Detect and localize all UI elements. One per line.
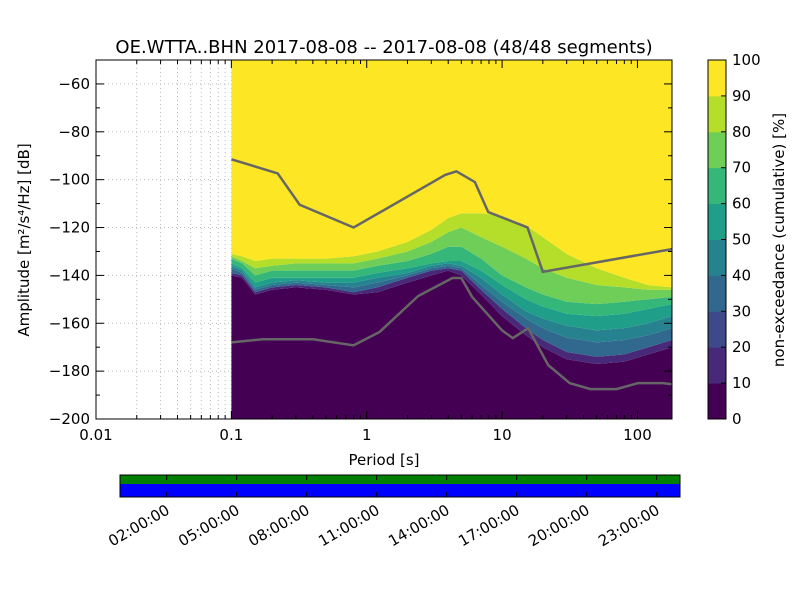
y-tick-label: −80 — [58, 123, 90, 141]
colorbar-tick-label: 30 — [732, 302, 751, 320]
colorbar-segment — [708, 311, 726, 348]
colorbar-tick-label: 90 — [732, 87, 751, 105]
y-tick-label: −100 — [49, 171, 90, 189]
colorbar-segment — [708, 347, 726, 384]
x-axis-label: Period [s] — [348, 451, 419, 469]
y-tick-label: −160 — [49, 314, 90, 332]
x-tick-label: 10 — [493, 426, 512, 444]
heatmap-band-p90 — [231, 227, 672, 305]
x-axis-ticks: 0.01 0.1 1 10 100 — [79, 60, 652, 444]
x-tick-label: 100 — [623, 426, 652, 444]
ppsd-heatmap — [231, 60, 672, 419]
colorbar-tick-label: 60 — [732, 195, 751, 213]
y-tick-label: −180 — [49, 362, 90, 380]
y-axis-label: Amplitude [m²/s⁴/Hz] [dB] — [15, 143, 33, 336]
colorbar-tick-label: 100 — [732, 51, 761, 69]
timeline-band-data-coverage — [120, 475, 680, 484]
x-tick-label: 1 — [362, 426, 372, 444]
plot-frame — [95, 59, 673, 420]
nhnm-line — [231, 158, 673, 274]
colorbar-tick-label: 20 — [732, 338, 751, 356]
heatmap-band-p20 — [231, 265, 672, 357]
x-tick-label: 0.01 — [79, 426, 112, 444]
colorbar-tick-label: 70 — [732, 159, 751, 177]
colorbar-segment — [708, 60, 726, 97]
colorbar-segment — [708, 95, 726, 133]
timeline-tick-label: 14:00:00 — [385, 501, 452, 550]
colorbar-tick-label: 40 — [732, 266, 751, 284]
colorbar-segment — [708, 203, 726, 240]
x-tick-label: 0.1 — [219, 426, 243, 444]
noise-model-lines — [231, 158, 673, 391]
heatmap-band-p10 — [231, 268, 672, 364]
timeline-bar: 02:00:00 05:00:00 08:00:00 11:00:00 14:00:00… — [105, 474, 681, 550]
heatmap-band-p80 — [231, 246, 672, 317]
y-tick-label: −200 — [49, 410, 90, 428]
colorbar-tick-label: 0 — [732, 410, 742, 428]
heatmap-band-p100 — [231, 213, 672, 290]
colorbar-segment — [708, 167, 726, 205]
timeline-frame — [119, 474, 681, 498]
timeline-tick-label: 11:00:00 — [315, 501, 382, 550]
colorbar-segment — [708, 239, 726, 276]
colorbar-tick-label: 50 — [732, 231, 751, 249]
colorbar-segment — [708, 383, 726, 420]
timeline-tick-label: 17:00:00 — [455, 501, 522, 550]
nlnm-line — [231, 276, 673, 391]
chart-title: OE.WTTA..BHN 2017-08-08 -- 2017-08-08 (4… — [115, 37, 652, 58]
timeline-tick-label: 23:00:00 — [595, 501, 662, 550]
timeline-band-psd-segments — [120, 484, 680, 497]
colorbar-tick-label: 10 — [732, 374, 751, 392]
y-tick-label: −140 — [49, 266, 90, 284]
heatmap-band-p40 — [231, 263, 672, 343]
y-tick-label: −60 — [58, 75, 90, 93]
colorbar-label: non-exceedance (cumulative) [%] — [770, 113, 788, 367]
y-axis-ticks: −60 −80 −100 −120 −140 −160 −180 −200 — [49, 59, 672, 428]
colorbar-tick-label: 80 — [732, 123, 751, 141]
colorbar-segment — [708, 131, 726, 169]
y-tick-label: −120 — [49, 219, 90, 237]
timeline-tick-label: 20:00:00 — [525, 501, 592, 550]
heatmap-band-p5 — [231, 270, 672, 419]
timeline-tick-label: 08:00:00 — [245, 501, 312, 550]
colorbar: 0 10 20 30 40 50 60 70 80 90 100 — [707, 51, 761, 428]
heatmap-band-p60 — [231, 261, 672, 331]
colorbar-segment — [708, 275, 726, 312]
ppsd-plot: 0.01 0.1 1 10 100 −60 −80 −100 −120 −140 −160 −180… — [49, 59, 673, 444]
timeline-tick-label: 02:00:00 — [105, 501, 172, 550]
timeline-tick-label: 05:00:00 — [175, 501, 242, 550]
